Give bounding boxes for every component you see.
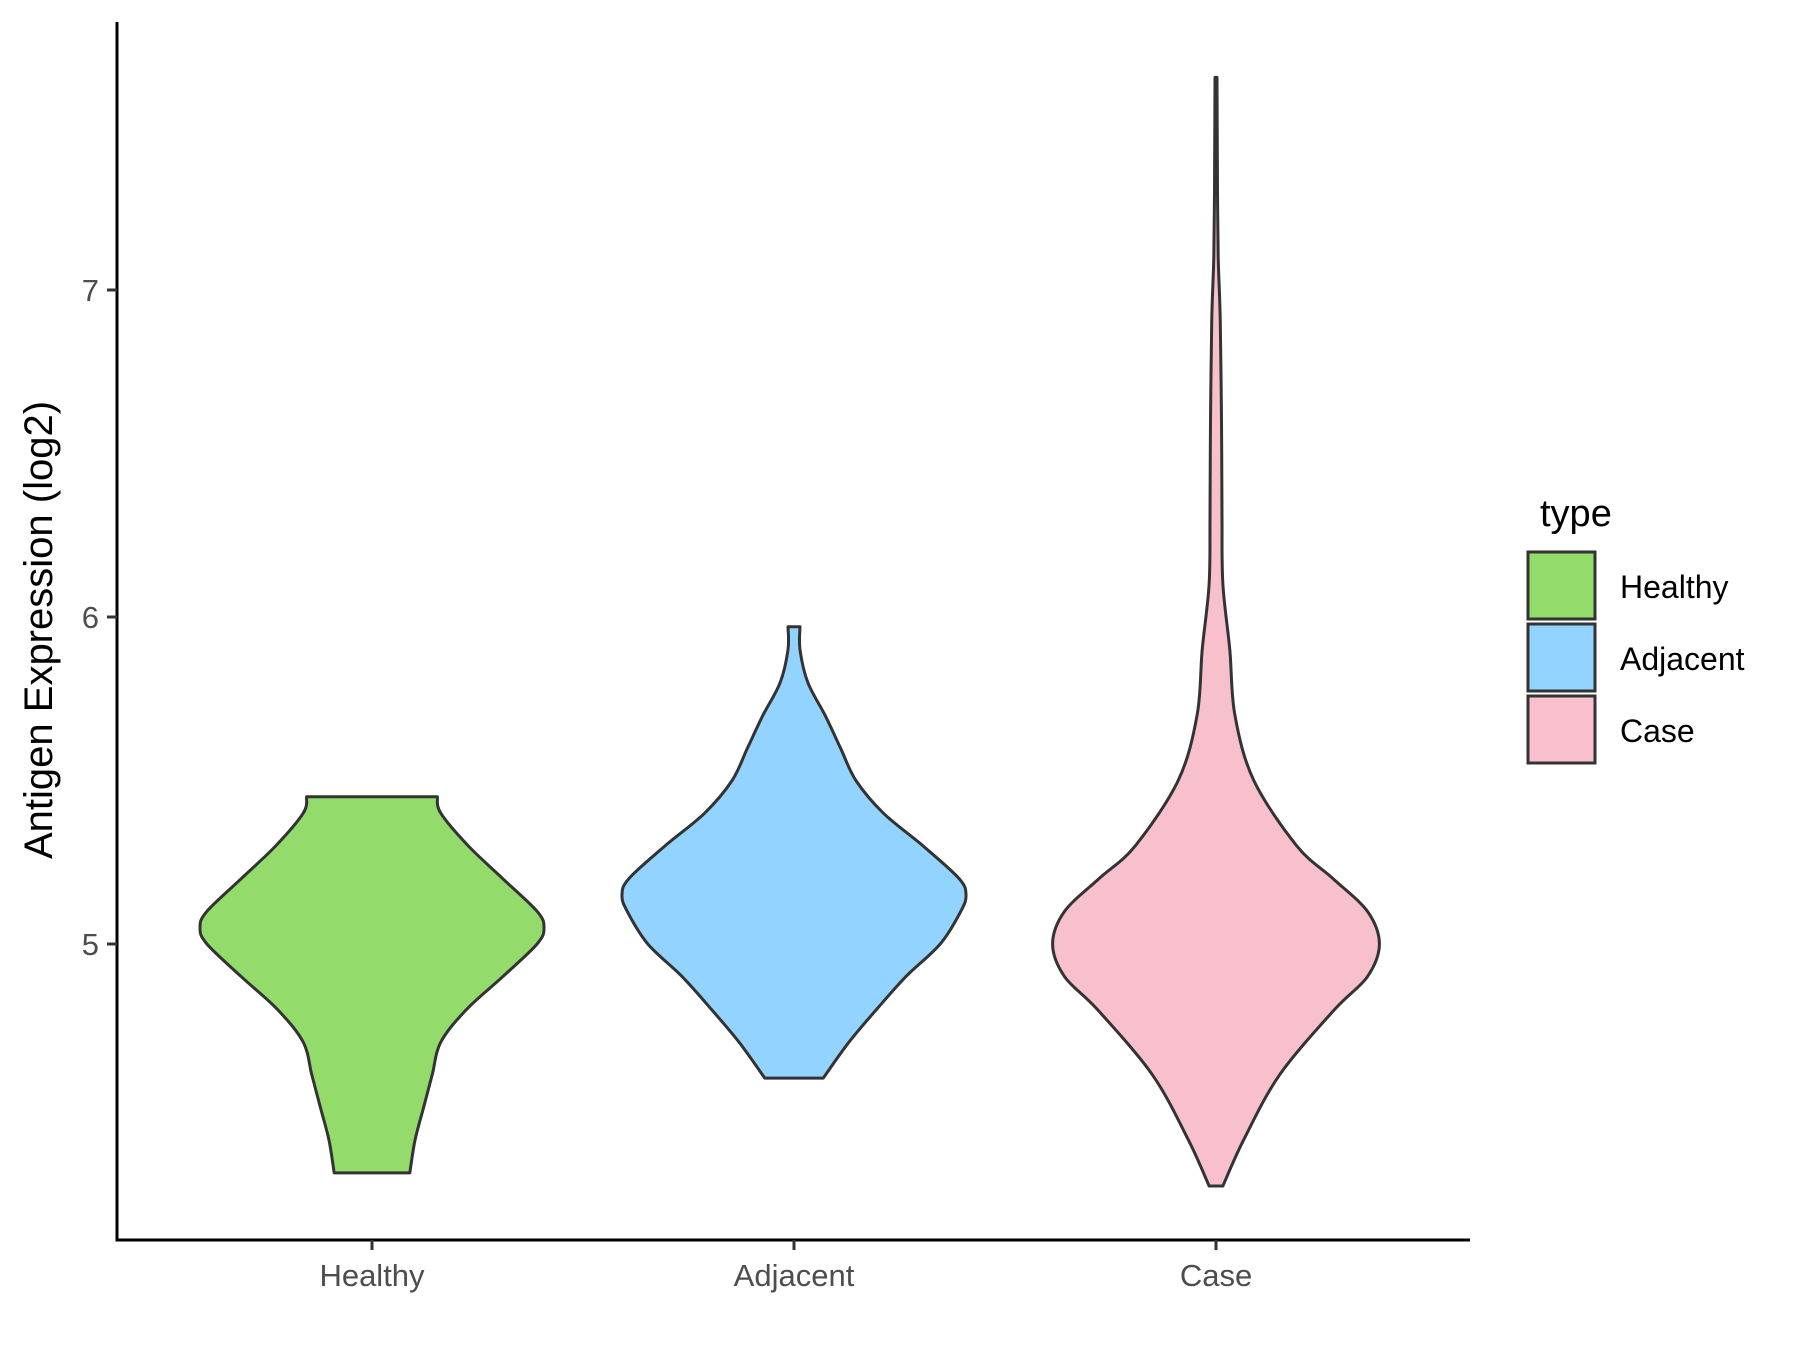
- legend-label-case: Case: [1620, 713, 1695, 749]
- x-tick-label: Case: [1180, 1258, 1252, 1293]
- legend-label-adjacent: Adjacent: [1620, 641, 1745, 677]
- y-tick-label: 6: [82, 600, 99, 635]
- x-tick-label: Healthy: [319, 1258, 425, 1293]
- legend: type Healthy Adjacent Case: [1526, 493, 1745, 765]
- legend-swatch-case: [1526, 694, 1597, 765]
- legend-title: type: [1540, 493, 1612, 535]
- violin-healthy: [198, 795, 546, 1175]
- y-ticks: 5 6 7: [82, 273, 117, 962]
- violin-adjacent: [620, 625, 968, 1080]
- y-tick-label: 5: [82, 927, 99, 962]
- legend-swatch-adjacent: [1526, 622, 1597, 693]
- violin-case: [1051, 75, 1381, 1188]
- x-ticks: Healthy Adjacent Case: [319, 1240, 1252, 1293]
- violins: [198, 75, 1381, 1188]
- y-tick-label: 7: [82, 273, 99, 308]
- y-axis-title: Antigen Expression (log2): [17, 401, 61, 859]
- x-tick-label: Adjacent: [734, 1258, 855, 1293]
- legend-swatch-healthy: [1526, 550, 1597, 621]
- legend-label-healthy: Healthy: [1620, 569, 1729, 605]
